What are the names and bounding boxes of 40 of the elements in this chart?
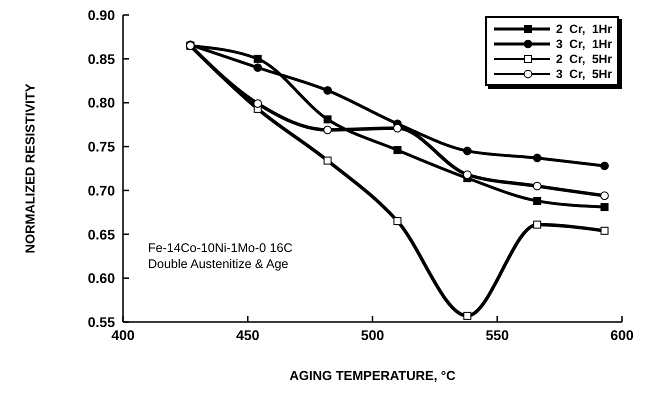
annotation: Fe-14Co-10Ni-1Mo-0 16C xyxy=(148,240,293,256)
x-axis-title: AGING TEMPERATURE, °C xyxy=(289,368,456,383)
point xyxy=(324,156,332,165)
point xyxy=(463,170,472,179)
legend-label: 2 Cr, 5Hr xyxy=(556,52,612,66)
x-tick-label: 450 xyxy=(236,326,260,343)
y-tick-label: 0.60 xyxy=(88,270,116,286)
y-tick-label: 0.85 xyxy=(88,50,116,67)
y-tick-label: 0.80 xyxy=(88,94,116,111)
point xyxy=(324,115,332,124)
y-tick-label: 0.75 xyxy=(88,138,116,155)
x-tick-label: 550 xyxy=(486,326,510,343)
point xyxy=(323,86,332,95)
point xyxy=(600,162,609,170)
point xyxy=(600,191,609,200)
y-tick-label: 0.65 xyxy=(88,226,116,242)
annotation: Double Austenitize & Age xyxy=(148,256,290,272)
point xyxy=(532,182,542,190)
point xyxy=(253,99,262,108)
point xyxy=(254,54,262,63)
y-axis-title: NORMALIZED RESISTIVITY xyxy=(22,83,38,254)
point xyxy=(532,154,542,162)
point xyxy=(600,226,609,235)
point xyxy=(323,126,332,134)
point xyxy=(393,217,402,226)
y-tick-label: 0.70 xyxy=(88,182,116,198)
point xyxy=(533,196,542,205)
point xyxy=(600,203,609,212)
legend-label: 2 Cr, 1Hr xyxy=(556,22,612,36)
point xyxy=(533,220,542,229)
y-tick-label: 0.90 xyxy=(88,6,116,23)
point xyxy=(463,146,472,156)
point xyxy=(463,312,472,320)
point xyxy=(253,63,262,72)
point xyxy=(393,146,402,154)
legend-label: 3 Cr, 5Hr xyxy=(556,66,612,80)
x-tick-label: 500 xyxy=(360,326,384,343)
x-tick-label: 600 xyxy=(610,326,634,343)
point xyxy=(393,124,402,132)
legend-label: 3 Cr, 1Hr xyxy=(556,36,612,50)
